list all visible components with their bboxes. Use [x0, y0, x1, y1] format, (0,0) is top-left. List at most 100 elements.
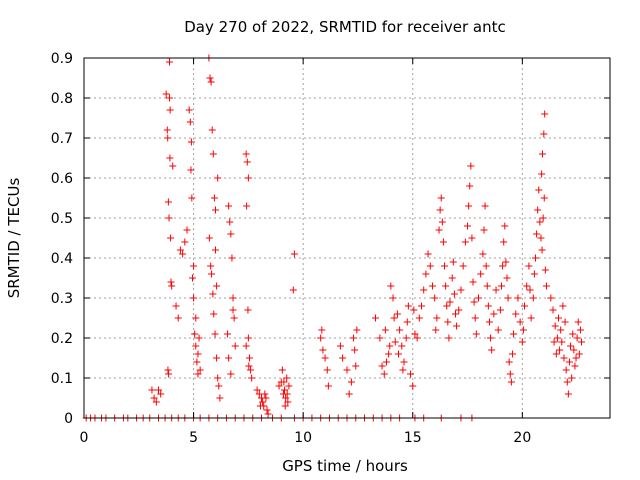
data-point: [319, 346, 327, 354]
data-point: [516, 318, 524, 326]
data-point: [531, 254, 539, 262]
data-point: [449, 258, 457, 266]
data-point: [508, 350, 516, 358]
x-tick-label: 20: [513, 430, 531, 446]
y-tick-label: 0: [64, 411, 73, 427]
data-point: [345, 390, 353, 398]
data-point: [281, 402, 289, 410]
data-point: [179, 250, 187, 258]
data-point: [526, 286, 534, 294]
data-point: [402, 334, 410, 342]
data-point: [393, 310, 401, 318]
data-point: [385, 350, 393, 358]
data-point: [538, 150, 546, 158]
data-point: [437, 194, 445, 202]
data-point: [556, 346, 564, 354]
data-point: [165, 214, 173, 222]
data-point: [534, 206, 542, 214]
data-point: [283, 374, 291, 382]
data-point: [284, 398, 292, 406]
x-tick-label: 0: [80, 430, 89, 446]
data-point: [479, 250, 487, 258]
data-point: [390, 314, 398, 322]
data-point: [336, 342, 344, 350]
data-point: [411, 330, 419, 338]
data-point: [413, 334, 421, 342]
data-point: [290, 250, 298, 258]
y-tick-label: 0.3: [51, 291, 73, 307]
data-point: [185, 106, 193, 114]
data-point: [386, 342, 394, 350]
data-point: [559, 302, 567, 310]
data-point: [468, 234, 476, 242]
data-point: [432, 326, 440, 334]
data-point: [190, 294, 198, 302]
data-point: [527, 314, 535, 322]
data-point: [459, 262, 467, 270]
data-point: [500, 238, 508, 246]
data-point: [466, 182, 474, 190]
data-point: [572, 354, 580, 362]
data-point: [574, 318, 582, 326]
data-point: [192, 342, 200, 350]
data-point: [569, 330, 577, 338]
data-point: [248, 374, 256, 382]
data-point: [191, 330, 199, 338]
data-point: [469, 278, 477, 286]
data-point: [563, 378, 571, 386]
data-point: [561, 318, 569, 326]
data-point: [166, 154, 174, 162]
data-point: [475, 294, 482, 302]
data-point: [422, 270, 430, 278]
data-point: [188, 194, 196, 202]
data-point: [148, 386, 156, 394]
data-point: [480, 226, 488, 234]
data-point: [318, 326, 326, 334]
data-point: [230, 314, 238, 322]
x-tick-label: 15: [404, 430, 422, 446]
data-point: [256, 402, 264, 410]
data-point: [541, 110, 549, 118]
axis-ticks: 0 0.1 0.2 0.3 0.4 0.5 0.6 0.7 0.8 0.9 0 5 10 15 20: [51, 51, 610, 446]
data-point: [165, 94, 173, 102]
data-point: [165, 370, 173, 378]
data-point: [243, 158, 251, 166]
data-point: [553, 334, 561, 342]
data-point: [518, 338, 526, 346]
data-point: [261, 390, 269, 398]
data-point: [351, 346, 359, 354]
data-point: [564, 390, 572, 398]
data-point: [578, 338, 586, 346]
data-point: [552, 350, 560, 358]
data-point: [209, 290, 217, 298]
data-point: [195, 334, 203, 342]
data-point: [571, 362, 579, 370]
y-tick-label: 0.6: [51, 171, 73, 187]
data-point: [562, 366, 570, 374]
data-point: [442, 282, 450, 290]
data-point: [512, 310, 520, 318]
data-point: [567, 342, 575, 350]
data-point: [560, 354, 568, 362]
data-point: [174, 314, 182, 322]
y-tick-label: 0.2: [51, 331, 73, 347]
data-point: [467, 162, 475, 170]
data-point: [565, 358, 573, 366]
data-point: [213, 282, 221, 290]
data-point: [573, 334, 581, 342]
data-point: [339, 354, 347, 362]
data-point: [504, 294, 512, 302]
data-point: [225, 354, 233, 362]
data-point: [409, 382, 417, 390]
data-point: [376, 334, 384, 342]
data-point: [438, 218, 446, 226]
data-point: [229, 306, 237, 314]
data-point: [186, 118, 194, 126]
data-point: [540, 130, 548, 138]
data-point: [529, 294, 537, 302]
data-point: [280, 378, 288, 386]
data-point: [507, 378, 515, 386]
data-point: [418, 302, 426, 310]
data-point: [387, 282, 395, 290]
data-point: [400, 358, 408, 366]
